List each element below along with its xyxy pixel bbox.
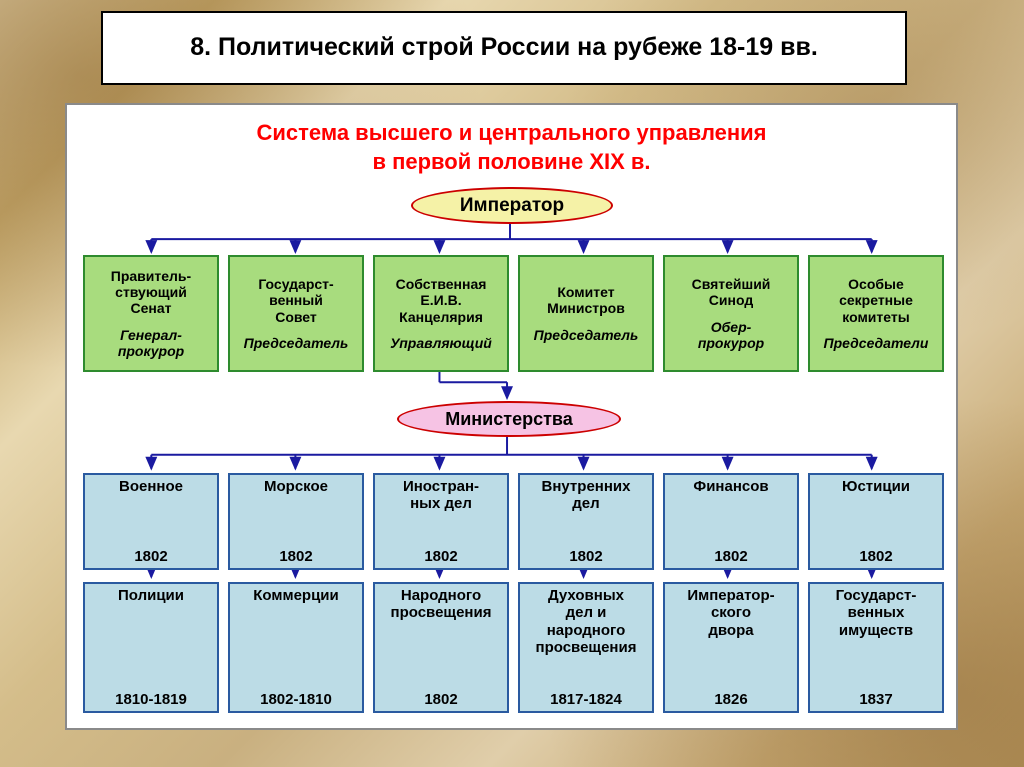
ministry-top-3: Внутреннихдел 1802 [518, 473, 654, 570]
emperor-node: Император [411, 187, 613, 224]
diagram-panel: Система высшего и центрального управлени… [65, 103, 958, 730]
gov-body-name: Особыесекретныекомитеты [839, 276, 913, 324]
gov-body-4: СвятейшийСинод Обер-прокурор [663, 255, 799, 372]
ministry-name: Полиции [118, 587, 184, 604]
gov-body-post: Председатель [244, 335, 349, 351]
emperor-label: Император [460, 195, 564, 217]
ministry-name: Народногопросвещения [391, 587, 492, 622]
gov-body-post: Обер-прокурор [698, 319, 764, 351]
ministry-top-1: Морское 1802 [228, 473, 364, 570]
ministry-top-2: Иностран-ных дел 1802 [373, 473, 509, 570]
ministry-bot-2: Народногопросвещения 1802 [373, 582, 509, 713]
ministry-year: 1802 [714, 548, 747, 565]
ministry-year: 1826 [714, 691, 747, 708]
gov-body-3: КомитетМинистров Председатель [518, 255, 654, 372]
gov-body-name: СвятейшийСинод [692, 276, 771, 308]
page-title-text: 8. Политический строй России на рубеже 1… [190, 32, 818, 63]
ministries-label: Министерства [445, 409, 573, 430]
gov-body-post: Генерал-прокурор [118, 327, 184, 359]
ministry-name: Финансов [693, 478, 768, 495]
ministry-name: Юстиции [842, 478, 910, 495]
ministry-year: 1802 [134, 548, 167, 565]
ministry-year: 1802-1810 [260, 691, 332, 708]
ministry-name: Внутреннихдел [542, 478, 631, 513]
ministry-name: Император-скогодвора [687, 587, 774, 639]
ministry-top-0: Военное 1802 [83, 473, 219, 570]
ministries-node: Министерства [397, 401, 621, 437]
gov-body-post: Управляющий [390, 335, 492, 351]
gov-body-name: СобственнаяЕ.И.В.Канцелярия [396, 276, 487, 324]
ministry-bot-5: Государст-венныхимуществ 1837 [808, 582, 944, 713]
ministry-top-5: Юстиции 1802 [808, 473, 944, 570]
gov-body-name: Государст-венныйСовет [258, 276, 333, 324]
ministry-year: 1802 [279, 548, 312, 565]
subtitle-line-2: в первой половине XIX в. [67, 148, 956, 177]
page-title: 8. Политический строй России на рубеже 1… [101, 11, 907, 85]
ministry-name: Духовныхдел инародногопросвещения [536, 587, 637, 656]
ministry-year: 1837 [859, 691, 892, 708]
ministry-bot-4: Император-скогодвора 1826 [663, 582, 799, 713]
ministry-year: 1810-1819 [115, 691, 187, 708]
gov-body-1: Государст-венныйСовет Председатель [228, 255, 364, 372]
gov-body-2: СобственнаяЕ.И.В.Канцелярия Управляющий [373, 255, 509, 372]
ministry-year: 1817-1824 [550, 691, 622, 708]
gov-body-0: Правитель-ствующийСенат Генерал-прокурор [83, 255, 219, 372]
ministry-name: Иностран-ных дел [403, 478, 479, 513]
ministry-bot-1: Коммерции 1802-1810 [228, 582, 364, 713]
ministry-bot-0: Полиции 1810-1819 [83, 582, 219, 713]
gov-body-name: Правитель-ствующийСенат [111, 268, 191, 316]
subtitle-line-1: Система высшего и центрального управлени… [67, 119, 956, 148]
gov-body-post: Председатель [534, 327, 639, 343]
ministry-name: Морское [264, 478, 328, 495]
ministry-top-4: Финансов 1802 [663, 473, 799, 570]
ministry-name: Военное [119, 478, 183, 495]
gov-body-5: Особыесекретныекомитеты Председатели [808, 255, 944, 372]
gov-body-name: КомитетМинистров [547, 284, 625, 316]
ministry-year: 1802 [424, 691, 457, 708]
gov-body-post: Председатели [824, 335, 929, 351]
ministry-name: Коммерции [253, 587, 338, 604]
ministry-name: Государст-венныхимуществ [836, 587, 917, 639]
ministry-bot-3: Духовныхдел инародногопросвещения 1817-1… [518, 582, 654, 713]
ministry-year: 1802 [424, 548, 457, 565]
diagram-subtitle: Система высшего и центрального управлени… [67, 119, 956, 176]
ministry-year: 1802 [859, 548, 892, 565]
ministry-year: 1802 [569, 548, 602, 565]
